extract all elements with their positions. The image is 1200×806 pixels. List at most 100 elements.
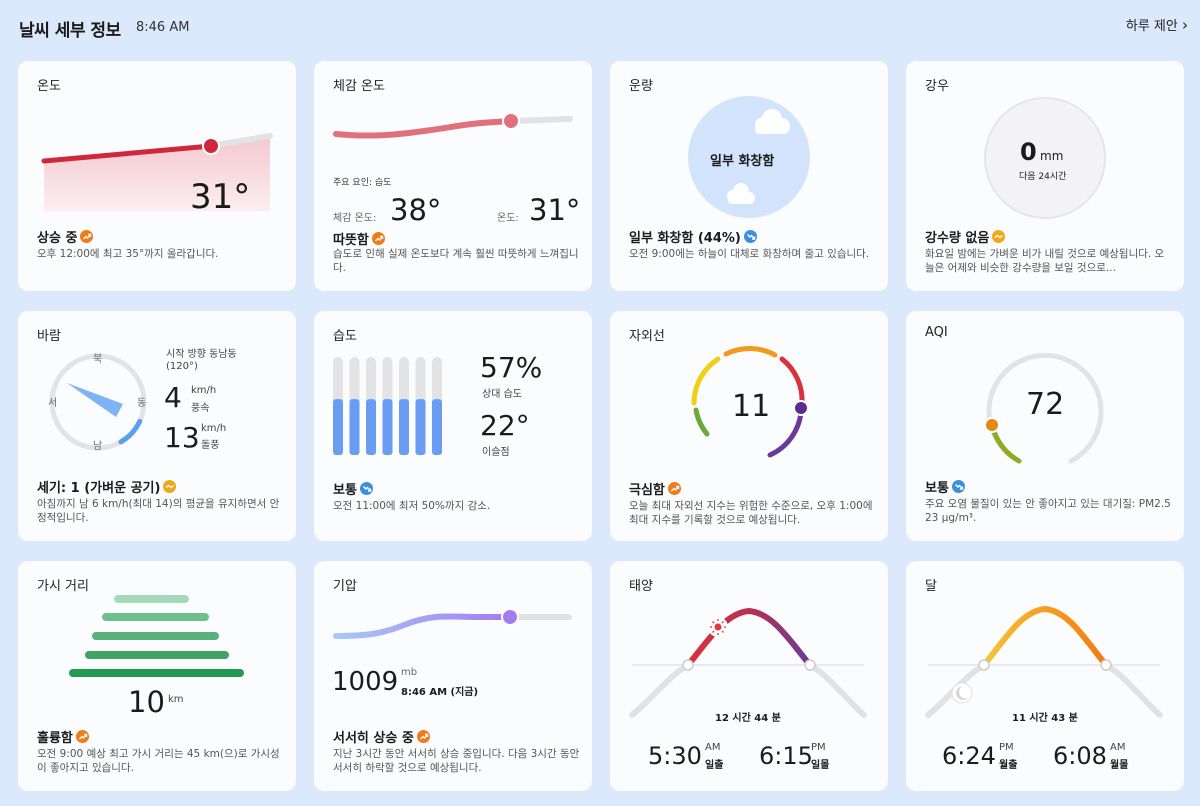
pressure-status: 서서히 상승 중 — [333, 727, 430, 746]
cloud-desc: 오전 9:00에는 하늘이 대체로 화창하며 줄고 있습니다. — [629, 248, 870, 260]
moon-path-graph — [925, 605, 1163, 718]
compass-east: 동 — [137, 398, 147, 409]
temp-value: 31° — [529, 193, 581, 227]
status-text: 일부 화창함 (44%) — [629, 231, 741, 246]
moonset-time: 6:08 — [1053, 742, 1107, 770]
temperature-status: 상승 중 — [37, 227, 94, 246]
sunset-label: 일몰 — [811, 760, 830, 771]
visibility-graphic — [69, 595, 244, 677]
feels-desc: 습도로 인해 실제 온도보다 계속 훨씬 따뜻하게 느껴집니다. — [333, 248, 579, 274]
rain-status: 강수량 없음 — [925, 227, 1006, 246]
aqi-card[interactable]: AQI 72 보통 주요 오염 물질이 있는 안 좋아지고 있는 대기질: PM… — [906, 311, 1184, 541]
uv-desc: 오늘 최대 자외선 지수는 위험한 수준으로, 오후 1:00에 최대 지수를 … — [629, 500, 873, 526]
sun-card[interactable]: 태양 12 시간 44 분 5:30 AM 일출 6:15 PM 일몰 — [610, 561, 888, 791]
card-title: 운량 — [629, 79, 653, 94]
trend-down-icon — [951, 480, 965, 493]
trend-flat-icon — [163, 480, 177, 493]
humidity-bar — [366, 399, 376, 455]
rain-desc: 화요일 밤에는 가벼운 비가 내릴 것으로 예상됩니다. 오늘은 어제와 비슷한… — [925, 248, 1165, 274]
pressure-card[interactable]: 기압 1009 mb 8:46 AM (지금) 서서히 상승 중 지난 3시간 … — [314, 561, 592, 791]
card-title: 강우 — [925, 79, 949, 94]
status-text: 강수량 없음 — [925, 231, 990, 246]
humidity-bar — [415, 399, 426, 455]
humidity-bar — [432, 399, 442, 455]
temperature-card[interactable]: 온도 31° 상승 중 오후 12:00에 최고 35°까지 올라갑니다. — [18, 61, 296, 291]
sun-icon — [708, 617, 728, 637]
status-text: 세기: 1 (가벼운 공기) — [37, 481, 161, 496]
temperature-value: 31° — [190, 177, 251, 217]
day-length: 12 시간 44 분 — [715, 713, 781, 724]
status-text: 서서히 상승 중 — [333, 731, 414, 746]
feels-status: 따뜻함 — [333, 229, 385, 248]
visibility-unit: km — [168, 694, 184, 705]
compass-north: 북 — [93, 354, 103, 365]
pressure-value: 1009 — [332, 667, 399, 697]
temperature-desc: 오후 12:00에 최고 35°까지 올라갑니다. — [37, 248, 219, 260]
cloud-center-text: 일부 화창함 — [710, 154, 775, 169]
card-title: 가시 거리 — [37, 579, 89, 594]
trend-down-icon — [359, 482, 373, 495]
wind-gust-unit: km/h — [201, 423, 227, 434]
sun-path-graph — [629, 607, 867, 718]
rain-sub: 다음 24시간 — [1019, 172, 1067, 182]
card-title: AQI — [925, 325, 948, 340]
visibility-status: 훌륭함 — [37, 727, 89, 746]
wind-gust-label: 돌풍 — [201, 440, 220, 451]
trend-down-icon — [743, 230, 757, 243]
aqi-value: 72 — [1026, 387, 1065, 422]
feels-like-card[interactable]: 체감 온도 주요 요인: 습도 체감 온도: 38° 온도: 31° 따뜻함 습… — [314, 61, 592, 291]
sunset-ampm: PM — [811, 742, 826, 753]
wind-speed: 4 — [164, 381, 182, 414]
wind-card[interactable]: 바람 북 남 서 동 시작 방향 동남동 (120°) 4 km/h 풍속 13… — [18, 311, 296, 541]
trend-up-icon — [371, 232, 385, 245]
cloud-cover-card[interactable]: 운량 일부 화창함 일부 화창함 (44%) 오전 9:00에는 하늘이 대체로… — [610, 61, 888, 291]
rain-unit: mm — [1040, 149, 1064, 163]
sunset-time: 6:15 — [759, 742, 813, 770]
temperature-graph — [41, 133, 273, 211]
pressure-unit: mb — [401, 667, 418, 678]
compass-south: 남 — [93, 441, 103, 452]
daily-suggestion-link[interactable]: 하루 제안 › — [1126, 15, 1188, 34]
feels-value: 38° — [390, 193, 442, 227]
visibility-desc: 오전 9:00 예상 최고 가시 거리는 45 km(으)로 가시성이 좋아지고… — [37, 748, 280, 774]
humidity-bar — [382, 399, 393, 455]
status-text: 따뜻함 — [333, 233, 369, 248]
humidity-value-label: 상대 습도 — [482, 389, 522, 400]
humidity-bars — [333, 357, 442, 455]
daily-suggestion-label: 하루 제안 — [1125, 19, 1178, 34]
humidity-bar — [399, 399, 409, 455]
card-title: 기압 — [333, 579, 357, 594]
dew-point-label: 이슬점 — [482, 447, 510, 458]
humidity-card[interactable]: 습도 57% 상대 습도 22° 이슬점 보통 오전 11:00에 최저 50%… — [314, 311, 592, 541]
pressure-time: 8:46 AM (지금) — [401, 687, 479, 698]
card-title: 체감 온도 — [333, 79, 385, 94]
main-factor: 주요 요인: 습도 — [333, 178, 392, 188]
moonrise-ampm: PM — [999, 742, 1014, 753]
uv-gauge — [691, 346, 809, 458]
trend-up-icon — [75, 730, 89, 743]
trend-up-icon — [667, 482, 681, 495]
dew-point-value: 22° — [480, 409, 530, 442]
cloud-circle — [688, 96, 810, 218]
humidity-bar — [349, 399, 360, 455]
sunrise-label: 일출 — [705, 760, 724, 771]
precipitation-card[interactable]: 강우 0 mm 다음 24시간 강수량 없음 화요일 밤에는 가벼운 비가 내릴… — [906, 61, 1184, 291]
humidity-value: 57% — [480, 351, 543, 384]
status-text: 상승 중 — [37, 231, 78, 246]
aqi-status: 보통 — [925, 477, 965, 496]
feels-label: 체감 온도: — [333, 213, 377, 224]
trend-flat-icon — [992, 230, 1006, 243]
cloud-status: 일부 화창함 (44%) — [629, 227, 757, 246]
humidity-bar — [333, 399, 343, 455]
moonset-ampm: AM — [1110, 742, 1126, 753]
chevron-right-icon: › — [1182, 16, 1188, 34]
header-time: 8:46 AM — [136, 20, 190, 35]
compass-west: 서 — [48, 398, 58, 409]
moon-card[interactable]: 달 11 시간 43 분 6:24 PM 월출 6:08 AM 월몰 — [906, 561, 1184, 791]
visibility-card[interactable]: 가시 거리 10 km 훌륭함 오전 9:00 예상 최고 가시 거리는 45 … — [18, 561, 296, 791]
card-title: 태양 — [629, 579, 653, 594]
moon-length: 11 시간 43 분 — [1012, 713, 1078, 724]
status-text: 보통 — [925, 481, 949, 496]
uv-index-card[interactable]: 자외선 11 극심함 오늘 최대 자외선 지수는 위험한 수준으로, 오후 1:… — [610, 311, 888, 541]
pressure-desc: 지난 3시간 동안 서서히 상승 중입니다. 다음 3시간 동안 서서히 하락할… — [333, 748, 580, 774]
